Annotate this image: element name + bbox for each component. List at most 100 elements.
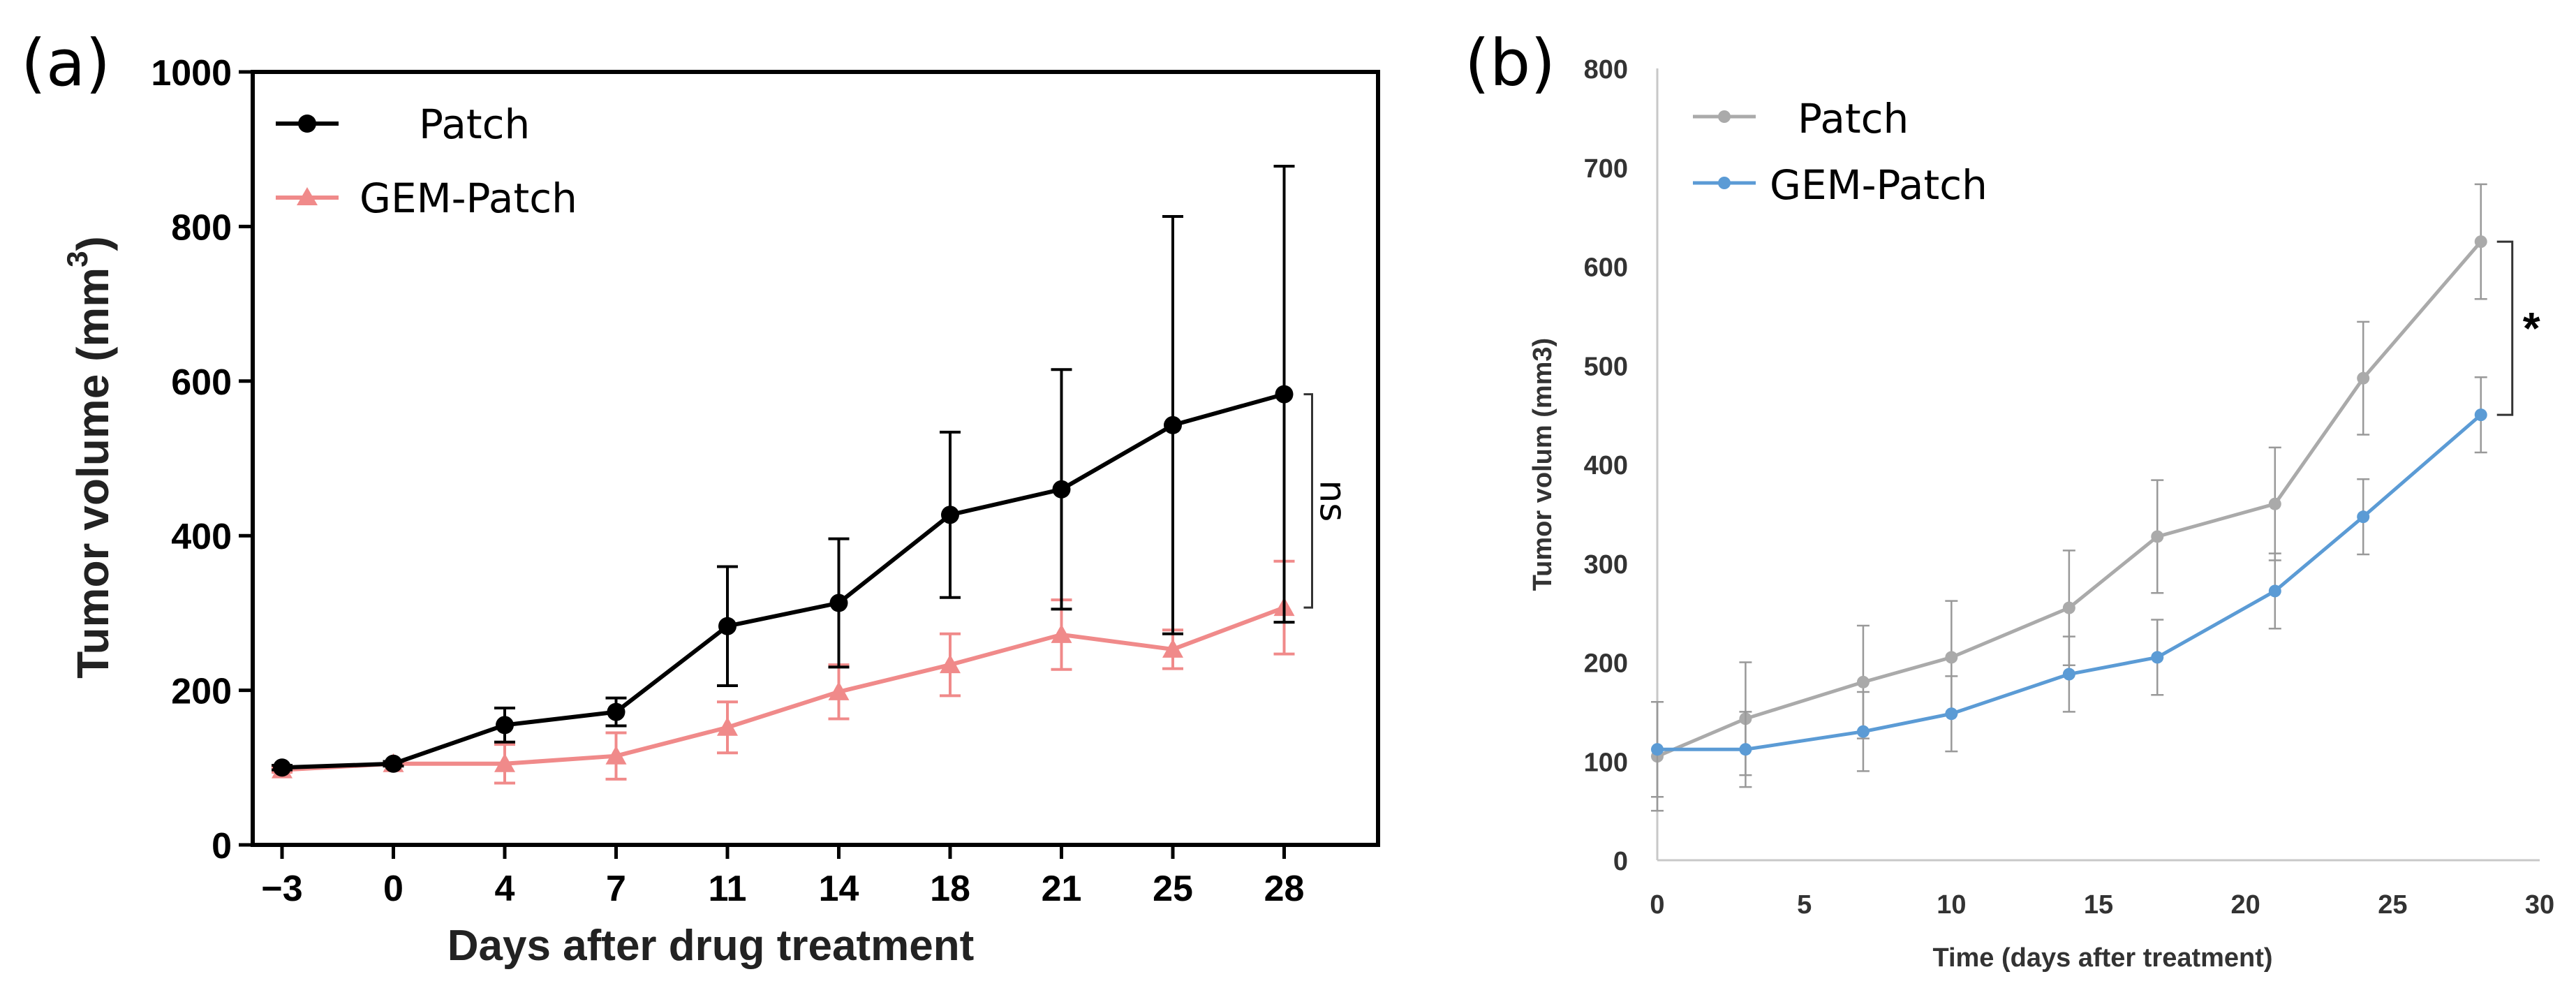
- point-patch-b-7: [2357, 371, 2370, 385]
- point-gem-patch-a-4: [717, 716, 738, 736]
- legend-marker-patch-b: [1718, 110, 1731, 123]
- panel-a-x-axis: −3 0 4 7 11 14 18 21 25 28: [261, 845, 1304, 909]
- x-tick-label-a-3: 7: [606, 869, 626, 909]
- point-gem-patch-a-7: [1051, 624, 1072, 643]
- y-tick-label-b-700: 700: [1584, 154, 1628, 184]
- panel-a-y-axis: 0 200 400 600 800 1000: [151, 53, 253, 867]
- point-patch-a-6: [941, 506, 959, 524]
- x-tick-label-a-9: 28: [1264, 869, 1305, 909]
- line-gem-patch-a: [281, 605, 1285, 772]
- y-tick-label-a-1000: 1000: [151, 53, 232, 94]
- point-patch-a-4: [718, 617, 736, 635]
- point-patch-b-2: [1856, 675, 1870, 688]
- panel-a-y-axis-label-close: ): [68, 236, 118, 251]
- point-patch-a-5: [829, 594, 848, 612]
- panel-b-x-axis: 0 5 10 15 20 25 30: [1650, 890, 2554, 920]
- point-gem-patch-b-1: [1739, 743, 1752, 756]
- point-gem-patch-b-5: [2151, 651, 2164, 664]
- x-tick-label-a-6: 18: [930, 869, 970, 909]
- point-patch-a-1: [384, 754, 403, 773]
- legend-label-gem-patch-b: GEM-Patch: [1770, 161, 1987, 209]
- point-gem-patch-a-3: [605, 745, 627, 765]
- y-tick-label-b-100: 100: [1584, 748, 1628, 777]
- panel-b-y-axis-label: Tumor volum (mm3): [1528, 338, 1557, 591]
- point-patch-a-9: [1275, 385, 1294, 404]
- y-tick-label-b-300: 300: [1584, 550, 1628, 580]
- y-tick-label-b-500: 500: [1584, 352, 1628, 381]
- y-tick-label-b-600: 600: [1584, 253, 1628, 283]
- x-tick-label-b-5: 5: [1797, 890, 1812, 920]
- x-tick-label-b-15: 15: [2084, 890, 2113, 920]
- legend-marker-gem-patch-a: [297, 187, 318, 205]
- point-patch-a-3: [607, 702, 626, 721]
- x-tick-label-b-30: 30: [2525, 890, 2554, 920]
- series-gem-patch-b: [1651, 376, 2487, 798]
- panel-a-significance: ns: [1303, 393, 1354, 609]
- point-patch-b-6: [2268, 497, 2281, 510]
- panel-a-label: (a): [21, 26, 110, 101]
- panel-b-y-axis: 0 100 200 300 400 500 600 700 800: [1584, 55, 1628, 876]
- point-gem-patch-b-4: [2062, 668, 2075, 681]
- panel-a-y-axis-label-main: Tumor volume (mm: [68, 267, 118, 679]
- y-tick-label-b-800: 800: [1584, 55, 1628, 84]
- panel-a-legend: Patch GEM-Patch: [276, 101, 577, 222]
- legend-marker-patch-a: [298, 115, 316, 133]
- point-gem-patch-b-7: [2357, 510, 2370, 524]
- point-patch-b-8: [2474, 235, 2487, 249]
- x-tick-label-b-10: 10: [1937, 890, 1966, 920]
- y-tick-label-a-800: 800: [171, 207, 232, 248]
- panel-a-significance-bracket: [1303, 393, 1313, 609]
- panel-b-significance: *: [2496, 240, 2540, 416]
- y-tick-label-b-200: 200: [1584, 649, 1628, 679]
- y-tick-label-a-0: 0: [212, 826, 232, 867]
- legend-marker-gem-patch-b: [1718, 177, 1731, 189]
- panel-b-significance-bracket: [2496, 240, 2514, 416]
- point-gem-patch-a-5: [828, 681, 850, 700]
- point-patch-a-8: [1164, 415, 1182, 434]
- point-gem-patch-b-6: [2268, 584, 2281, 598]
- point-gem-patch-b-8: [2474, 408, 2487, 422]
- panel-a-x-axis-label: Days after drug treatment: [447, 922, 975, 970]
- x-tick-label-a-2: 4: [495, 869, 515, 909]
- legend-label-patch-b: Patch: [1798, 95, 1909, 142]
- x-tick-label-b-0: 0: [1650, 890, 1664, 920]
- panel-b-legend: Patch GEM-Patch: [1693, 95, 1987, 209]
- series-patch-a: [272, 165, 1295, 777]
- panel-a-plot-frame: [251, 70, 1380, 847]
- point-gem-patch-b-3: [1945, 707, 1958, 721]
- legend-label-gem-patch-a: GEM-Patch: [360, 175, 577, 222]
- y-tick-label-b-400: 400: [1584, 451, 1628, 480]
- panel-a-y-axis-label-sup: 3: [61, 251, 94, 267]
- series-gem-patch-a: [272, 559, 1295, 785]
- series-patch-b: [1651, 183, 2487, 812]
- point-gem-patch-b-2: [1856, 725, 1870, 738]
- point-patch-b-3: [1945, 651, 1958, 664]
- point-gem-patch-a-6: [940, 654, 961, 674]
- y-tick-label-a-400: 400: [171, 517, 232, 557]
- panel-a-significance-label: ns: [1312, 480, 1354, 522]
- point-gem-patch-a-8: [1162, 638, 1183, 658]
- x-tick-label-a-0: −3: [261, 869, 302, 909]
- x-tick-label-a-7: 21: [1042, 869, 1082, 909]
- x-tick-label-a-1: 0: [383, 869, 404, 909]
- point-patch-b-4: [2062, 601, 2075, 614]
- legend-label-patch-a: Patch: [419, 101, 530, 148]
- point-patch-b-5: [2151, 530, 2164, 543]
- y-tick-label-a-200: 200: [171, 672, 232, 712]
- x-tick-label-a-5: 14: [819, 869, 859, 909]
- y-tick-label-b-0: 0: [1613, 847, 1628, 876]
- line-patch-a: [281, 392, 1285, 770]
- point-patch-a-0: [273, 758, 291, 777]
- panel-b-label: (b): [1465, 26, 1555, 101]
- point-gem-patch-b-0: [1651, 743, 1664, 756]
- x-tick-label-a-8: 25: [1153, 869, 1193, 909]
- panel-a-y-axis-label: Tumor volume (mm3): [61, 236, 118, 679]
- panel-b-x-axis-label: Time (days after treatment): [1932, 943, 2272, 973]
- x-tick-label-b-20: 20: [2231, 890, 2260, 920]
- y-tick-label-a-600: 600: [171, 362, 232, 403]
- x-tick-label-a-4: 11: [709, 869, 747, 909]
- panel-b: (b) 0 100 200 300 400 500 600 700 800 0 5 10 15 20 25…: [1465, 26, 2554, 973]
